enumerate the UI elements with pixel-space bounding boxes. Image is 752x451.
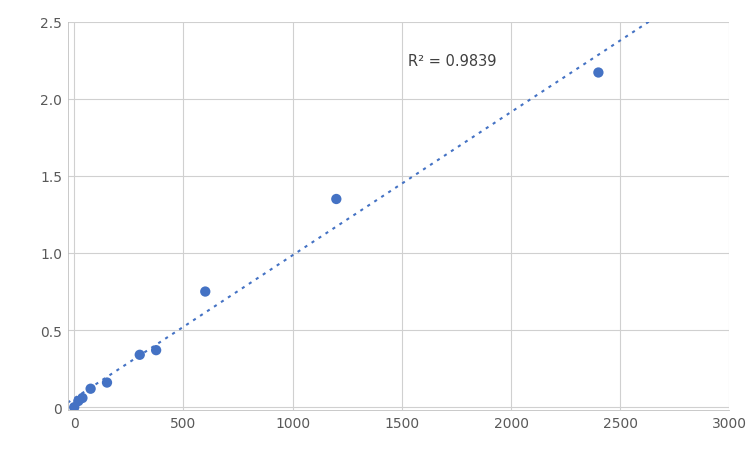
Point <box>150 347 162 354</box>
Point <box>72 398 84 405</box>
Point <box>134 351 146 359</box>
Point <box>68 404 80 411</box>
Point <box>84 385 96 392</box>
Point <box>77 395 89 402</box>
Point <box>593 70 605 77</box>
Point <box>101 379 113 387</box>
Point <box>199 288 211 295</box>
Text: R² = 0.9839: R² = 0.9839 <box>408 54 497 69</box>
Point <box>330 196 342 203</box>
